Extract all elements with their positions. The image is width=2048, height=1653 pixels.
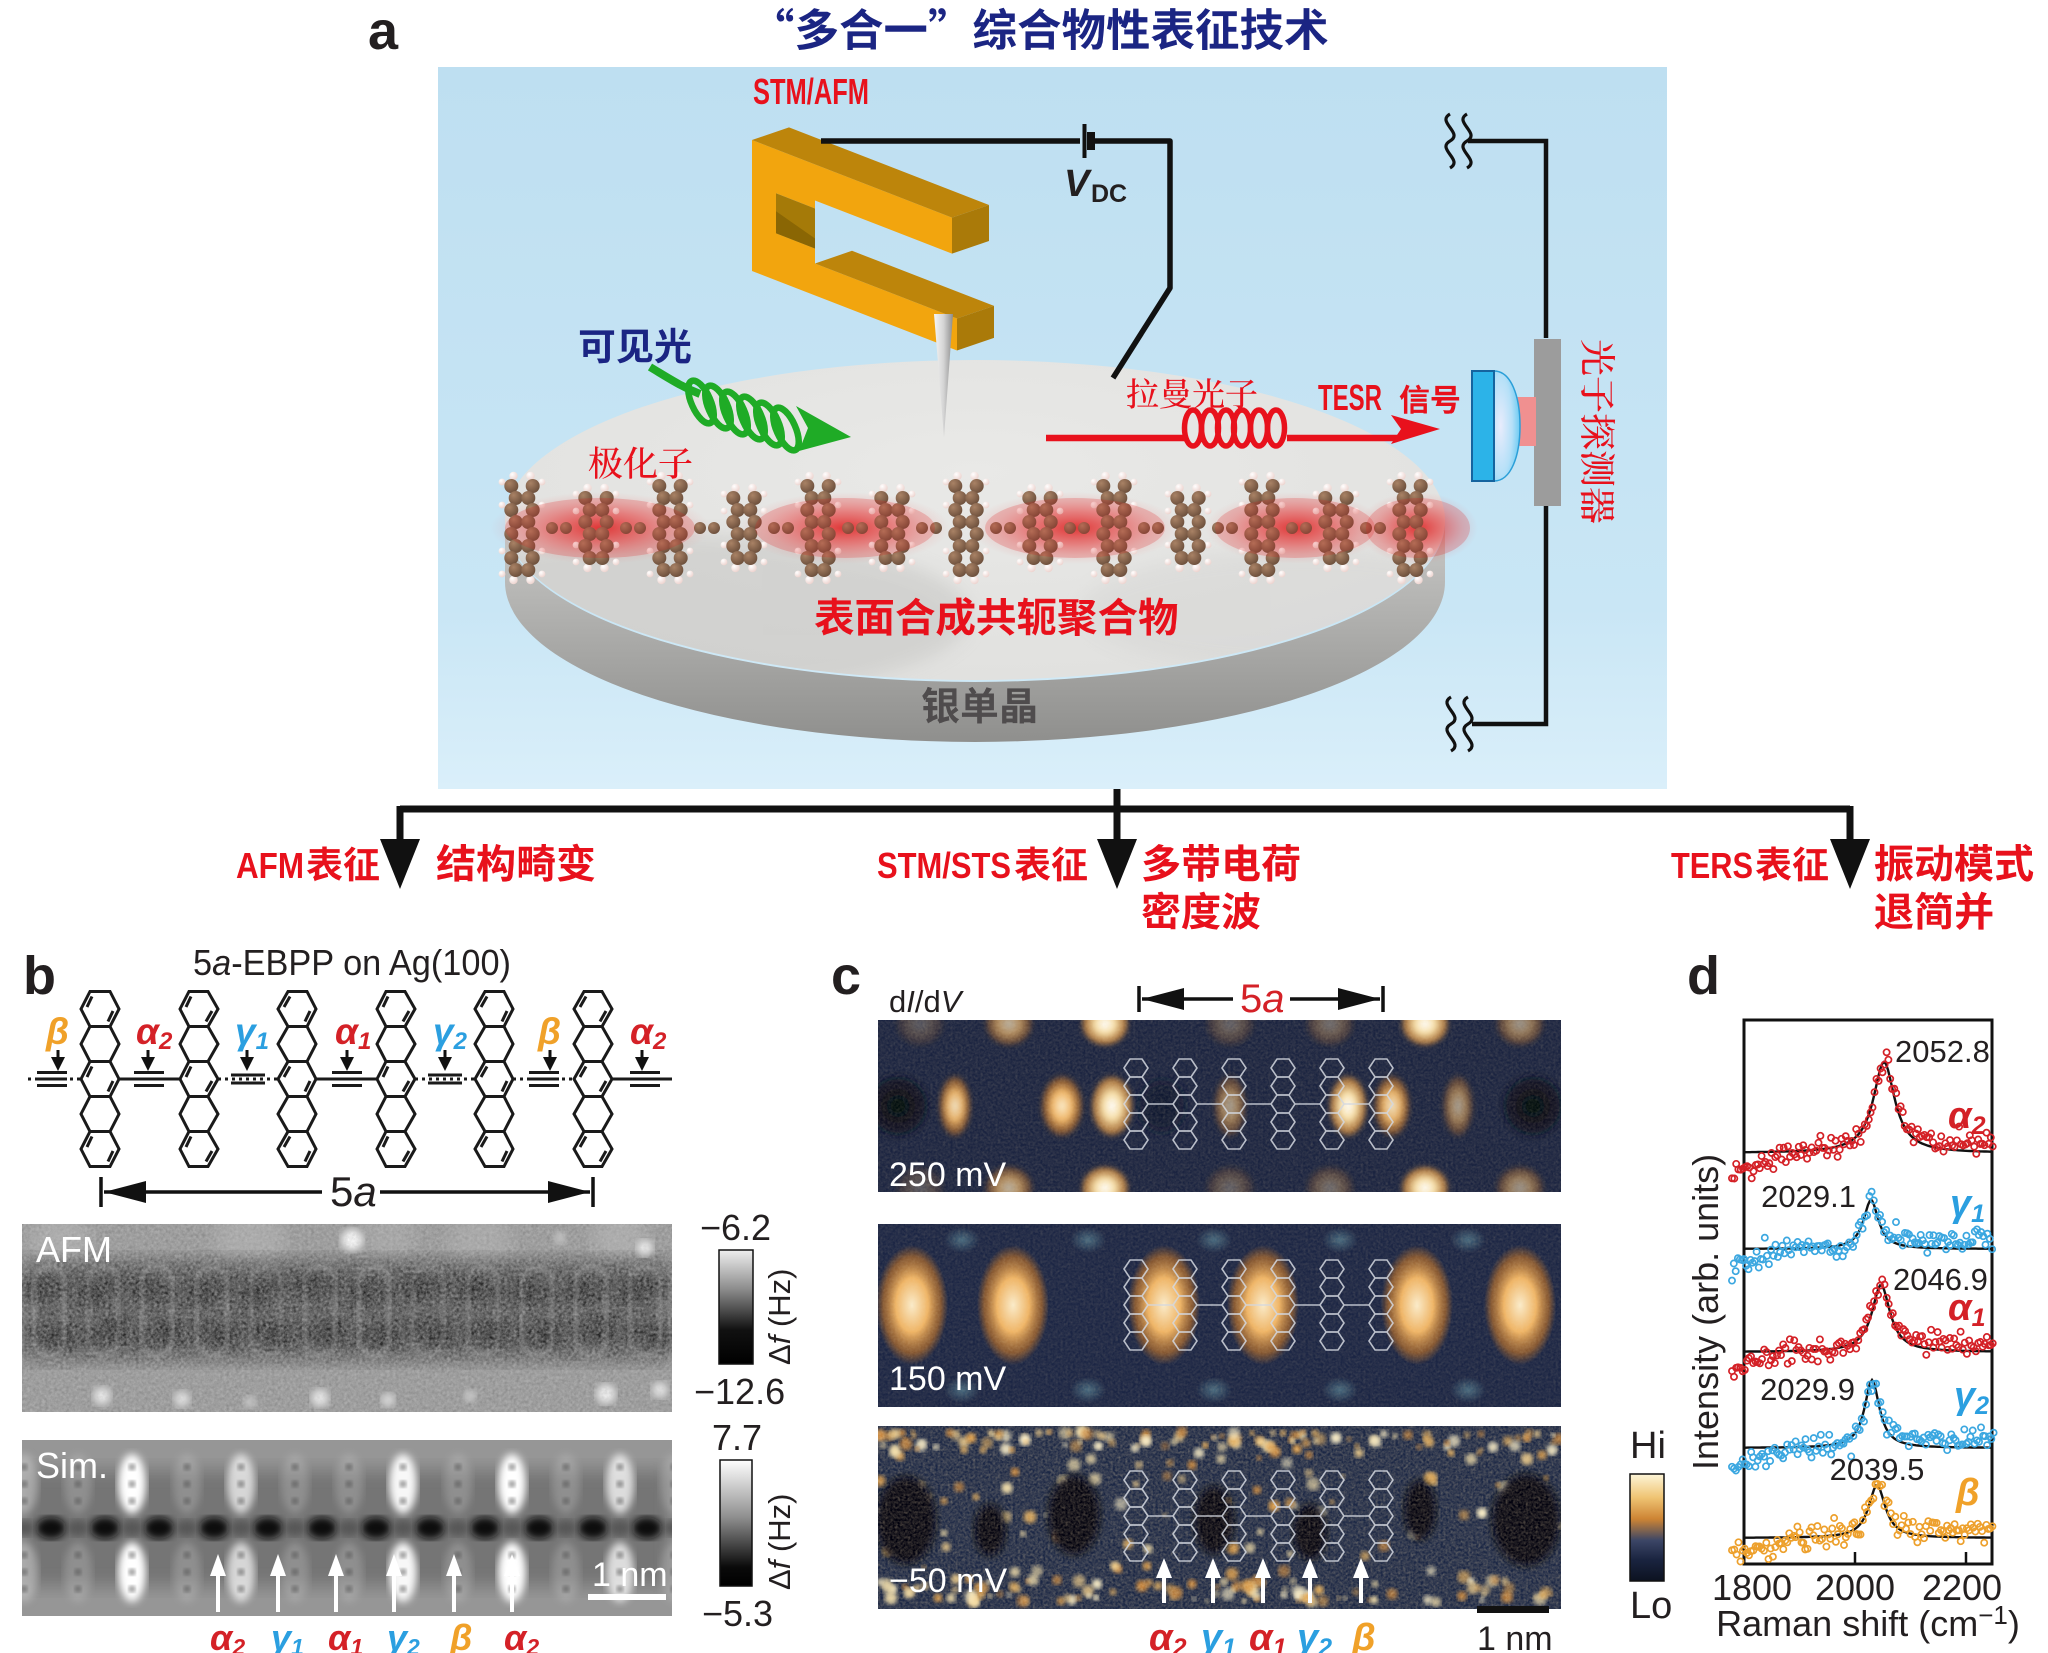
svg-text:α2: α2 (1948, 1095, 1986, 1140)
svg-text:α2: α2 (504, 1617, 539, 1653)
svg-text:2046.9: 2046.9 (1893, 1262, 1988, 1297)
svg-text:250 mV: 250 mV (889, 1156, 1006, 1194)
svg-text:TESR: TESR (1318, 377, 1382, 418)
svg-text:α1: α1 (335, 1011, 371, 1055)
svg-text:5a: 5a (1240, 977, 1285, 1021)
svg-text:AFM: AFM (36, 1229, 112, 1270)
svg-text:β: β (449, 1617, 472, 1653)
svg-text:V: V (1064, 163, 1092, 205)
svg-text:7.7: 7.7 (712, 1417, 762, 1458)
svg-text:−50 mV: −50 mV (889, 1562, 1007, 1600)
svg-text:150 mV: 150 mV (889, 1360, 1006, 1398)
svg-text:2029.9: 2029.9 (1760, 1372, 1855, 1407)
svg-text:5a: 5a (330, 1168, 377, 1215)
svg-text:2000: 2000 (1815, 1567, 1895, 1608)
svg-text:AFM: AFM (236, 845, 304, 886)
svg-text:β: β (1351, 1617, 1376, 1653)
svg-text:Δf (Hz): Δf (Hz) (762, 1269, 797, 1366)
svg-text:1 nm: 1 nm (1477, 1620, 1553, 1653)
svg-text:STM/STS: STM/STS (877, 845, 1011, 886)
svg-text:β: β (1955, 1472, 1980, 1514)
svg-text:2200: 2200 (1922, 1567, 2002, 1608)
svg-text:Lo: Lo (1630, 1585, 1672, 1627)
svg-text:c: c (831, 946, 861, 1006)
svg-text:d: d (1687, 946, 1720, 1006)
svg-text:β: β (45, 1011, 69, 1052)
svg-text:α2: α2 (210, 1617, 245, 1653)
svg-text:1 nm: 1 nm (592, 1556, 668, 1594)
svg-text:β: β (537, 1011, 561, 1052)
svg-text:a: a (368, 1, 399, 61)
svg-text:dI/dV: dI/dV (889, 984, 965, 1019)
svg-text:DC: DC (1091, 180, 1127, 208)
svg-text:−5.3: −5.3 (702, 1593, 773, 1634)
svg-text:2052.8: 2052.8 (1895, 1034, 1990, 1069)
svg-text:Hi: Hi (1630, 1425, 1666, 1467)
svg-text:−12.6: −12.6 (694, 1371, 785, 1412)
svg-text:1800: 1800 (1712, 1567, 1792, 1608)
svg-text:STM/AFM: STM/AFM (753, 71, 869, 112)
svg-text:TERS: TERS (1671, 845, 1753, 886)
svg-text:b: b (23, 946, 56, 1006)
svg-text:2029.1: 2029.1 (1761, 1179, 1856, 1214)
svg-text:Sim.: Sim. (36, 1445, 108, 1486)
svg-text:γ2: γ2 (1954, 1375, 1989, 1420)
svg-text:2039.5: 2039.5 (1830, 1452, 1925, 1487)
svg-text:γ2: γ2 (387, 1617, 420, 1653)
svg-text:Δf (Hz): Δf (Hz) (762, 1494, 797, 1591)
svg-text:Intensity (arb. units): Intensity (arb. units) (1685, 1154, 1726, 1470)
svg-text:Raman shift (cm−1): Raman shift (cm−1) (1716, 1600, 2020, 1644)
svg-text:−6.2: −6.2 (700, 1207, 771, 1248)
svg-text:5a-EBPP on Ag(100): 5a-EBPP on Ag(100) (193, 942, 511, 983)
svg-text:α1: α1 (328, 1617, 363, 1653)
